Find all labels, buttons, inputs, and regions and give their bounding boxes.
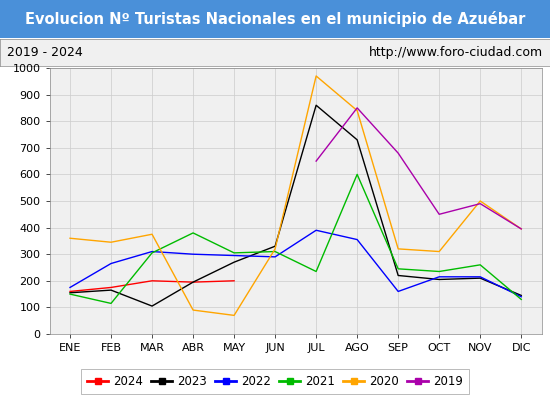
2021 xyxy=(313,269,320,274)
2020 xyxy=(272,246,278,251)
Legend: 2024, 2023, 2022, 2021, 2020, 2019: 2024, 2023, 2022, 2021, 2020, 2019 xyxy=(81,369,469,394)
2024 xyxy=(148,278,155,283)
2022 xyxy=(477,274,483,279)
2020 xyxy=(67,236,73,241)
2022 xyxy=(67,285,73,290)
2019 xyxy=(436,212,443,217)
2020 xyxy=(395,246,402,251)
2023 xyxy=(231,260,238,264)
2023 xyxy=(272,244,278,249)
2022 xyxy=(518,294,525,299)
Text: Evolucion Nº Turistas Nacionales en el municipio de Azuébar: Evolucion Nº Turistas Nacionales en el m… xyxy=(25,11,525,27)
2021 xyxy=(190,230,196,235)
2022 xyxy=(190,252,196,257)
2019 xyxy=(313,159,320,164)
2021 xyxy=(67,292,73,296)
2022 xyxy=(272,254,278,259)
2020 xyxy=(354,108,360,113)
2023 xyxy=(67,290,73,295)
2020 xyxy=(108,240,114,245)
Text: http://www.foro-ciudad.com: http://www.foro-ciudad.com xyxy=(369,46,543,59)
2020 xyxy=(231,313,238,318)
2021 xyxy=(108,301,114,306)
Line: 2021: 2021 xyxy=(70,174,521,304)
2019 xyxy=(354,106,360,110)
2023 xyxy=(436,277,443,282)
2019 xyxy=(477,201,483,206)
2024 xyxy=(67,289,73,294)
2022 xyxy=(395,289,402,294)
2021 xyxy=(436,269,443,274)
2023 xyxy=(148,304,155,308)
2022 xyxy=(313,228,320,233)
2021 xyxy=(354,172,360,177)
2023 xyxy=(518,293,525,298)
Line: 2020: 2020 xyxy=(70,76,521,315)
2023 xyxy=(108,288,114,292)
2019 xyxy=(518,226,525,231)
Text: 2019 - 2024: 2019 - 2024 xyxy=(7,46,82,59)
2023 xyxy=(477,276,483,280)
2023 xyxy=(190,280,196,284)
2020 xyxy=(518,226,525,231)
2021 xyxy=(477,262,483,267)
2020 xyxy=(313,74,320,78)
2022 xyxy=(148,249,155,254)
2024 xyxy=(190,280,196,284)
2020 xyxy=(148,232,155,237)
2020 xyxy=(190,308,196,312)
2020 xyxy=(436,249,443,254)
2022 xyxy=(108,261,114,266)
2024 xyxy=(108,285,114,290)
2019 xyxy=(395,151,402,156)
2021 xyxy=(148,250,155,255)
2021 xyxy=(272,249,278,254)
2020 xyxy=(477,199,483,203)
2022 xyxy=(436,274,443,279)
2021 xyxy=(231,250,238,255)
2024 xyxy=(231,278,238,283)
2021 xyxy=(518,297,525,302)
2021 xyxy=(395,266,402,271)
2023 xyxy=(313,103,320,108)
Line: 2022: 2022 xyxy=(70,230,521,297)
Line: 2024: 2024 xyxy=(70,281,234,292)
2023 xyxy=(354,138,360,142)
Line: 2019: 2019 xyxy=(316,108,521,229)
2022 xyxy=(231,253,238,258)
Line: 2023: 2023 xyxy=(70,105,521,306)
2022 xyxy=(354,237,360,242)
2023 xyxy=(395,273,402,278)
